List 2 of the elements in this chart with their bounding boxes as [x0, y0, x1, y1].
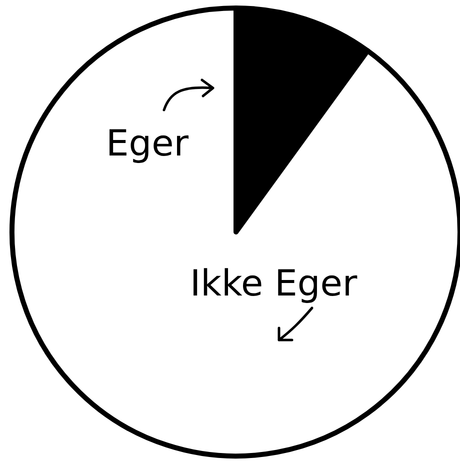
slice-label: Ikke Eger	[190, 264, 358, 304]
legend-label: Eger	[106, 124, 189, 164]
